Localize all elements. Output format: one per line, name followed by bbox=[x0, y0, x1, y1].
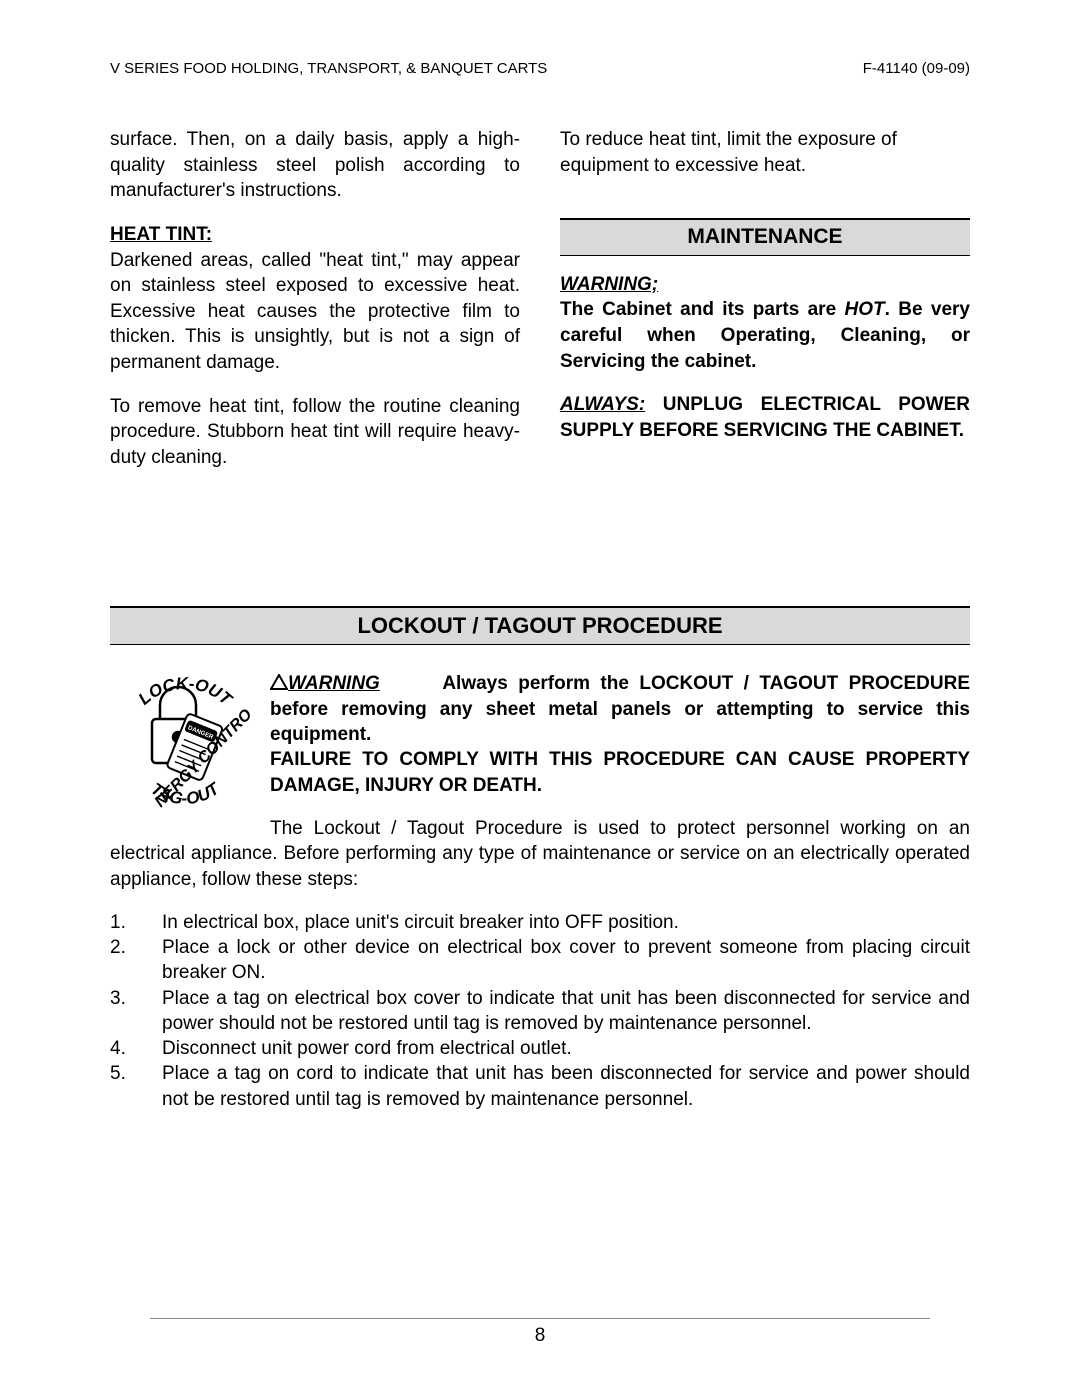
reduce-heat-tint: To reduce heat tint, limit the exposure … bbox=[560, 127, 970, 178]
svg-text:LOCK-OUT: LOCK-OUT bbox=[135, 673, 237, 709]
header-left: V SERIES FOOD HOLDING, TRANSPORT, & BANQ… bbox=[110, 60, 547, 77]
heat-tint-body: Darkened areas, called "heat tint," may … bbox=[110, 250, 520, 374]
warning-hot: HOT bbox=[845, 299, 885, 320]
warning-triangle-icon bbox=[270, 672, 288, 697]
lockout-heading: LOCKOUT / TAGOUT PROCEDURE bbox=[110, 606, 970, 645]
always-label: ALWAYS: bbox=[560, 394, 645, 415]
list-text: Disconnect unit power cord from electric… bbox=[162, 1036, 970, 1061]
list-number: 2. bbox=[110, 935, 162, 986]
list-number: 1. bbox=[110, 910, 162, 935]
list-item: 3. Place a tag on electrical box cover t… bbox=[110, 986, 970, 1037]
list-item: 5. Place a tag on cord to indicate that … bbox=[110, 1061, 970, 1112]
list-text: Place a tag on electrical box cover to i… bbox=[162, 986, 970, 1037]
list-item: 4. Disconnect unit power cord from elect… bbox=[110, 1036, 970, 1061]
always-block: ALWAYS: UNPLUG ELECTRICAL POWER SUPPLY B… bbox=[560, 392, 970, 443]
page-footer: 8 bbox=[110, 1318, 970, 1347]
lockout-section: LOCKOUT / TAGOUT PROCEDURE bbox=[110, 606, 970, 1112]
left-column: surface. Then, on a daily basis, apply a… bbox=[110, 127, 520, 471]
list-text: Place a tag on cord to indicate that uni… bbox=[162, 1061, 970, 1112]
lockout-body: The Lockout / Tagout Procedure is used t… bbox=[110, 816, 970, 892]
surface-paragraph: surface. Then, on a daily basis, apply a… bbox=[110, 127, 520, 204]
lockout-tagout-icon: DANGER LOCK-OUT TAG-OUT bbox=[110, 671, 260, 821]
warning-label: WARNING; bbox=[560, 274, 658, 295]
two-column-region: surface. Then, on a daily basis, apply a… bbox=[110, 127, 970, 471]
lockout-steps-list: 1. In electrical box, place unit's circu… bbox=[110, 910, 970, 1112]
maintenance-warning: WARNING; The Cabinet and its parts are H… bbox=[560, 272, 970, 375]
list-text: In electrical box, place unit's circuit … bbox=[162, 910, 970, 935]
list-number: 3. bbox=[110, 986, 162, 1037]
list-text: Place a lock or other device on electric… bbox=[162, 935, 970, 986]
maintenance-heading: MAINTENANCE bbox=[560, 218, 970, 255]
heat-tint-block: HEAT TINT: Darkened areas, called "heat … bbox=[110, 222, 520, 376]
lockout-warning-block: DANGER LOCK-OUT TAG-OUT bbox=[110, 671, 970, 892]
page-number: 8 bbox=[535, 1325, 546, 1346]
list-number: 5. bbox=[110, 1061, 162, 1112]
heat-tint-heading: HEAT TINT: bbox=[110, 224, 212, 245]
right-column: To reduce heat tint, limit the exposure … bbox=[560, 127, 970, 471]
warning-body-a: The Cabinet and its parts are bbox=[560, 299, 845, 320]
list-number: 4. bbox=[110, 1036, 162, 1061]
lockout-warning-label: WARNING bbox=[288, 673, 380, 694]
header-right: F-41140 (09-09) bbox=[863, 60, 970, 77]
heat-tint-remove: To remove heat tint, follow the routine … bbox=[110, 394, 520, 471]
list-item: 2. Place a lock or other device on elect… bbox=[110, 935, 970, 986]
list-item: 1. In electrical box, place unit's circu… bbox=[110, 910, 970, 935]
lockout-warn-p2: FAILURE TO COMPLY WITH THIS PROCEDURE CA… bbox=[270, 749, 970, 795]
document-page: V SERIES FOOD HOLDING, TRANSPORT, & BANQ… bbox=[0, 0, 1080, 1397]
page-header: V SERIES FOOD HOLDING, TRANSPORT, & BANQ… bbox=[110, 60, 970, 77]
footer-rule bbox=[150, 1318, 930, 1319]
